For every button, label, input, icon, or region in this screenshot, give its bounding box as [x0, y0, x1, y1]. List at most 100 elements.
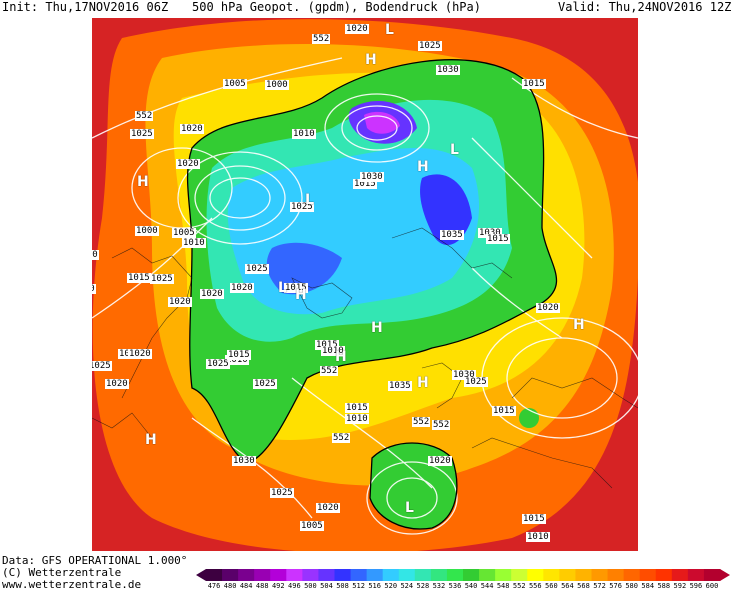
colorbar-left-arrow [196, 569, 206, 581]
pressure-label: 552 [320, 366, 339, 376]
pressure-label: 1015 [486, 234, 510, 244]
pressure-center-marker: H [573, 317, 585, 333]
colorbar-segment [591, 569, 609, 581]
pressure-label: 1025 [253, 379, 277, 389]
pressure-label: 1020 [92, 284, 96, 294]
pressure-center-marker: H [417, 159, 429, 175]
colorbar-tick-label: 512 [352, 582, 365, 590]
pressure-center-marker: H [371, 320, 383, 336]
pressure-center-marker: L [278, 280, 287, 296]
colorbar-tick-label: 532 [432, 582, 446, 590]
colorbar-tick-label: 480 [223, 582, 237, 590]
colorbar-right-arrow [720, 569, 730, 581]
colorbar-tick-label: 568 [577, 582, 590, 590]
colorbar-segment [414, 569, 432, 581]
pressure-label: 1005 [172, 228, 196, 238]
colorbar-segment [703, 569, 721, 581]
pressure-label: 1005 [300, 521, 324, 531]
colorbar-segment [527, 569, 544, 581]
pressure-label: 1010 [345, 414, 369, 424]
pressure-label: 552 [332, 433, 351, 443]
colorbar-tick-label: 500 [304, 582, 317, 590]
colorbar-tick-label: 584 [641, 582, 655, 590]
copyright: (C) Wetterzentrale [2, 566, 122, 579]
colorbar-segment [463, 569, 480, 581]
pressure-label: 1015 [284, 283, 308, 293]
pressure-label: 1030 [478, 228, 502, 238]
data-source: Data: GFS OPERATIONAL 1.000° [2, 554, 188, 567]
colorbar-tick-label: 508 [336, 582, 349, 590]
colorbar-tick-label: 504 [320, 582, 333, 590]
init-time: Init: Thu,17NOV2016 06Z [2, 0, 169, 14]
colorbar-tick-label: 588 [657, 582, 671, 590]
pressure-label: 1015 [353, 179, 377, 189]
pressure-label: 1030 [360, 172, 384, 182]
colorbar-tick-label: 496 [288, 582, 301, 590]
colorbar-tick-label: 544 [480, 582, 494, 590]
pressure-label: 1030 [436, 65, 460, 75]
pressure-label: 1015 [522, 514, 546, 524]
colorbar-segment [430, 569, 448, 581]
colorbar-segment [655, 569, 673, 581]
colorbar-tick-label: 516 [368, 582, 381, 590]
colorbar-tick-label: 580 [625, 582, 638, 590]
pressure-label: 1015 [227, 350, 251, 360]
colorbar-segment [623, 569, 641, 581]
pressure-label: 1010 [526, 532, 550, 542]
pressure-label: 1025 [150, 274, 174, 284]
colorbar-tick-label: 540 [464, 582, 478, 590]
pressure-center-marker: H [417, 375, 429, 391]
colorbar-segment [286, 569, 303, 581]
pressure-label: 1020 [316, 503, 340, 513]
colorbar [196, 569, 730, 581]
pressure-label: 1015 [315, 340, 339, 350]
colorbar-tick-label: 492 [271, 582, 285, 590]
pressure-center-marker: H [335, 349, 347, 365]
pressure-label: 1010 [292, 129, 316, 139]
pressure-label: 1015 [522, 79, 546, 89]
pressure-label: 552 [432, 420, 451, 430]
colorbar-segment [495, 569, 512, 581]
pressure-label: 552 [412, 417, 431, 427]
colorbar-tick-label: 600 [705, 582, 719, 590]
colorbar-tick-label: 484 [239, 582, 253, 590]
colorbar-tick-label: 556 [528, 582, 542, 590]
colorbar-segment [559, 569, 576, 581]
colorbar-segment [607, 569, 625, 581]
colorbar-tick-label: 592 [673, 582, 687, 590]
pressure-label: 1025 [270, 488, 294, 498]
colorbar-segment [639, 569, 657, 581]
valid-time: Valid: Thu,24NOV2016 12Z [558, 0, 732, 14]
colorbar-segment [575, 569, 592, 581]
pressure-label: 1030 [92, 250, 99, 260]
colorbar-segment [511, 569, 528, 581]
colorbar-segment [479, 569, 496, 581]
pressure-label: 1020 [168, 297, 192, 307]
colorbar-segment [334, 569, 352, 581]
colorbar-tick-label: 520 [384, 582, 398, 590]
colorbar-tick-label: 548 [496, 582, 510, 590]
colorbar-tick-label: 552 [512, 582, 526, 590]
pressure-label: 1025 [418, 41, 442, 51]
colorbar-segment [270, 569, 287, 581]
colorbar-ticks: 476 480 484 488 492 496 500 504 508 512 516 520 524 5… [196, 582, 730, 590]
pressure-label: 1020 [428, 456, 452, 466]
colorbar-segment [382, 569, 400, 581]
pressure-label: 1010 [321, 346, 345, 356]
colorbar-tick-label: 596 [689, 582, 703, 590]
pressure-label: 1020 [176, 159, 200, 169]
pressure-label: 1020 [128, 349, 152, 359]
pressure-label: 1025 [464, 377, 488, 387]
pressure-label: 1020 [230, 283, 254, 293]
pressure-label: 1025 [206, 359, 230, 369]
pressure-label: 1005 [223, 79, 247, 89]
colorbar-tick-label: 560 [545, 582, 558, 590]
colorbar-segment [687, 569, 705, 581]
website-url: www.wetterzentrale.de [2, 578, 142, 591]
pressure-label: 1035 [440, 230, 464, 240]
pressure-center-marker: L [385, 22, 394, 38]
colorbar-segment [222, 569, 239, 581]
pressure-center-marker: H [295, 287, 307, 303]
pressure-label: 552 [135, 111, 154, 121]
pressure-label: 1035 [388, 381, 412, 391]
